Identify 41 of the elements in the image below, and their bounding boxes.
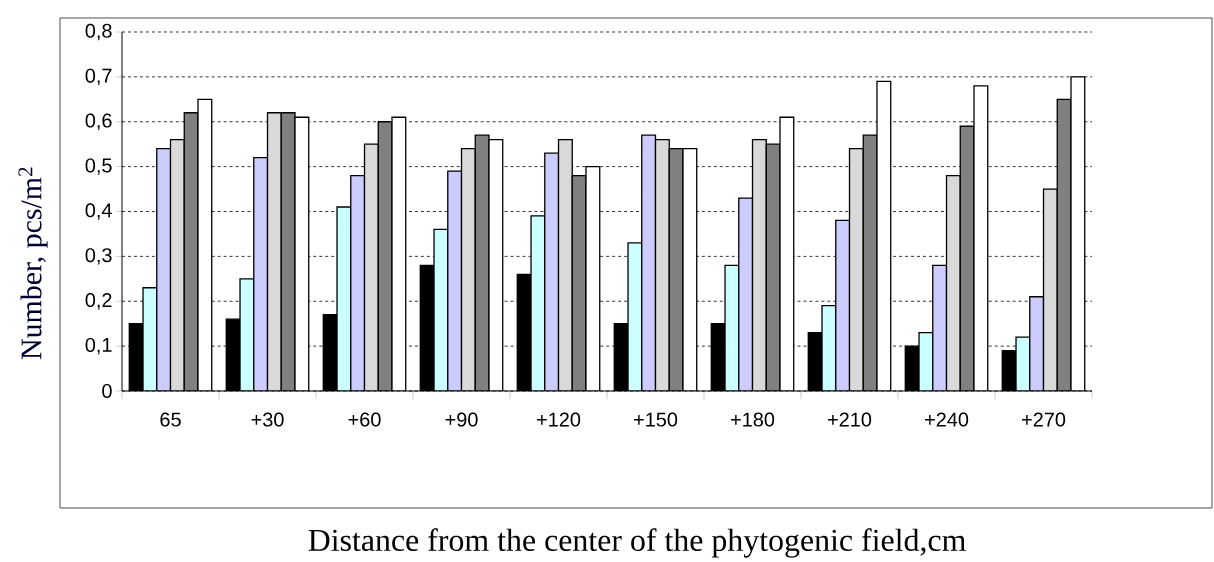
bar	[751, 139, 767, 391]
x-tick-label: +210	[828, 412, 872, 427]
y-tick-label: 0,2	[85, 293, 112, 310]
bar	[848, 148, 864, 391]
bar	[460, 148, 476, 391]
x-tick-label: +240	[925, 412, 969, 427]
x-tick-label: +90	[445, 412, 478, 427]
x-axis-title: Distance from the center of the phytogenic field,cm	[308, 528, 966, 558]
bar	[544, 152, 560, 391]
y-axis-title: Number, pcs/m$^{2}$	[18, 167, 48, 360]
x-tick-label: +60	[348, 412, 381, 427]
x-tick-label: +180	[731, 412, 775, 427]
bar	[1029, 296, 1045, 391]
y-tick-label: 0,3	[85, 248, 112, 265]
bar	[363, 143, 379, 391]
x-tick-label: +270	[1022, 412, 1066, 427]
y-tick-label: 0,7	[85, 68, 112, 86]
x-tick-label: +150	[634, 412, 678, 427]
y-tick-label: 0,1	[85, 337, 112, 355]
y-tick-label: 0,6	[85, 113, 112, 130]
bar	[266, 112, 282, 391]
y-tick-label: 0,5	[85, 158, 112, 175]
bar	[738, 197, 754, 391]
bar	[945, 174, 961, 391]
bar	[253, 156, 269, 391]
y-tick-label: 0,8	[85, 23, 112, 41]
bar	[932, 264, 948, 391]
x-tick-label: +120	[537, 412, 581, 427]
bar	[641, 134, 657, 391]
bar	[169, 139, 185, 391]
bar	[447, 170, 463, 391]
bar	[156, 148, 172, 391]
y-tick-label: 0,4	[85, 203, 112, 220]
bar	[654, 139, 670, 391]
bar	[557, 139, 573, 391]
y-tick-label: 0	[102, 383, 112, 399]
bar	[1042, 188, 1058, 391]
bar	[350, 174, 366, 391]
x-tick-label: 65	[160, 412, 181, 427]
x-tick-label: +30	[251, 412, 284, 427]
bar	[835, 219, 851, 391]
